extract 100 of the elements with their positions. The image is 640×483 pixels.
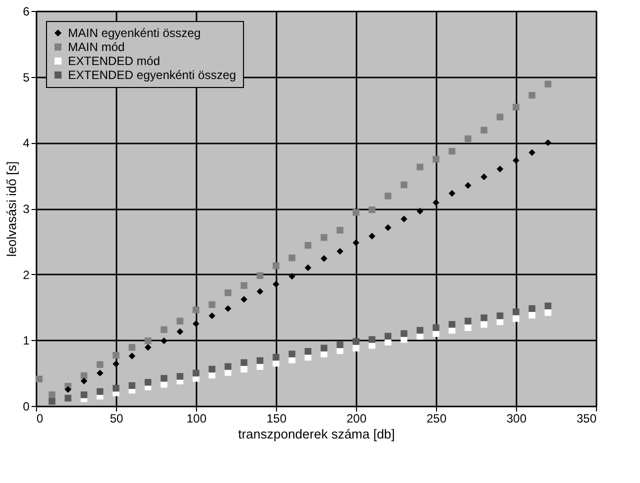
- y-tick-label: 1: [22, 334, 30, 348]
- point: [496, 114, 504, 120]
- point: [64, 394, 72, 402]
- x-tick-label: 0: [36, 412, 44, 426]
- y-axis-title: leolvasási idő [s]: [4, 161, 19, 257]
- point: [48, 391, 56, 398]
- point: [128, 382, 136, 389]
- point: [528, 305, 536, 312]
- x-tick-label: 350: [576, 412, 597, 426]
- x-tick-label: 150: [266, 412, 287, 426]
- point: [544, 139, 552, 146]
- point: [368, 336, 376, 343]
- point: [416, 326, 424, 334]
- point: [384, 224, 392, 231]
- point: [256, 272, 264, 280]
- point: [144, 344, 152, 351]
- legend-label: MAIN mód: [68, 40, 125, 54]
- point: [544, 309, 552, 316]
- point: [528, 312, 536, 319]
- point: [528, 149, 536, 156]
- point: [64, 386, 72, 393]
- point: [400, 216, 408, 222]
- point: [416, 164, 424, 170]
- x-tick-label: 300: [506, 412, 527, 426]
- legend-label: MAIN egyenkénti összeg: [68, 26, 201, 40]
- y-tick-label: 3: [22, 202, 30, 216]
- point: [432, 156, 440, 162]
- point: [400, 336, 408, 343]
- point: [240, 282, 248, 289]
- point: [496, 318, 504, 326]
- point: [480, 321, 488, 328]
- point: [336, 226, 344, 234]
- point: [272, 354, 280, 361]
- point: [192, 370, 200, 376]
- point: [384, 338, 392, 346]
- point: [240, 366, 248, 372]
- point: [304, 242, 312, 249]
- point: [192, 306, 200, 314]
- point: [80, 378, 88, 384]
- point: [208, 366, 216, 372]
- point: [224, 305, 232, 312]
- x-tick-label: 100: [186, 412, 207, 426]
- point: [448, 321, 456, 328]
- point: [160, 337, 168, 344]
- point: [352, 338, 360, 345]
- point: [48, 398, 56, 405]
- legend-label: EXTENDED mód: [68, 54, 160, 68]
- y-tick-label: 4: [22, 136, 30, 150]
- point: [272, 262, 280, 270]
- point: [96, 370, 104, 376]
- point: [256, 357, 264, 364]
- legend-label: EXTENDED egyenkénti összeg: [68, 68, 236, 82]
- point: [384, 332, 392, 340]
- point: [368, 206, 376, 214]
- point: [288, 254, 296, 262]
- point: [320, 350, 328, 358]
- point: [256, 363, 264, 370]
- y-tick-label: 2: [22, 268, 30, 282]
- point: [336, 347, 344, 354]
- point: [36, 376, 43, 382]
- point: [224, 369, 232, 376]
- point: [80, 372, 88, 380]
- point: [320, 255, 328, 262]
- point: [144, 337, 152, 344]
- y-tick-label: 0: [22, 400, 30, 414]
- point: [544, 80, 552, 88]
- point: [176, 318, 184, 324]
- point: [400, 330, 408, 337]
- point: [256, 288, 264, 295]
- point: [224, 363, 232, 370]
- point: [80, 391, 88, 398]
- point: [176, 373, 184, 380]
- point: [96, 388, 104, 395]
- point: [432, 199, 440, 206]
- point: [464, 135, 472, 142]
- point: [304, 354, 312, 361]
- point: [480, 126, 488, 134]
- point: [352, 209, 360, 216]
- point: [512, 315, 520, 322]
- point: [336, 341, 344, 348]
- point: [368, 232, 376, 240]
- point: [448, 148, 456, 155]
- point: [272, 280, 280, 288]
- point: [160, 374, 168, 382]
- point: [288, 272, 296, 280]
- point: [416, 332, 424, 340]
- point: [336, 248, 344, 255]
- point: [304, 348, 312, 355]
- point: [272, 360, 280, 367]
- point: [128, 344, 136, 351]
- point: [224, 289, 232, 296]
- point: [448, 326, 456, 334]
- point: [464, 324, 472, 332]
- point: [512, 308, 520, 316]
- point: [304, 264, 312, 272]
- point: [432, 330, 440, 337]
- point: [432, 324, 440, 332]
- point: [112, 384, 120, 392]
- point: [528, 92, 536, 99]
- point: [320, 344, 328, 352]
